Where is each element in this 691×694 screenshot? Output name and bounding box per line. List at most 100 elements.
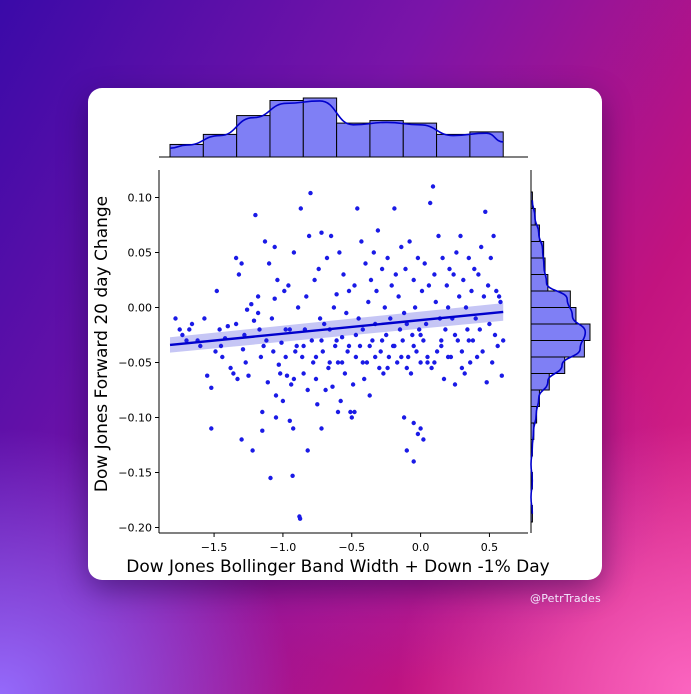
scatter-point bbox=[251, 318, 257, 323]
scatter-point bbox=[349, 415, 354, 420]
scatter-point bbox=[228, 365, 233, 371]
scatter-point bbox=[279, 340, 284, 345]
scatter-point bbox=[440, 255, 445, 261]
scatter-point bbox=[441, 376, 447, 382]
x-tick-label: −1.5 bbox=[201, 541, 228, 554]
y-tick-label: −0.15 bbox=[118, 467, 152, 480]
scatter-point bbox=[323, 387, 328, 393]
scatter-point bbox=[386, 354, 392, 360]
scatter-point bbox=[180, 332, 185, 338]
scatter-point bbox=[411, 277, 416, 283]
scatter-point bbox=[335, 360, 341, 365]
scatter-point bbox=[457, 294, 462, 299]
top-histogram-bar bbox=[269, 100, 304, 158]
scatter-point bbox=[339, 360, 345, 365]
scatter-point bbox=[385, 365, 390, 371]
scatter-point bbox=[309, 338, 314, 343]
scatter-point bbox=[399, 244, 404, 250]
scatter-point bbox=[283, 327, 288, 332]
scatter-point bbox=[462, 371, 467, 376]
top-histogram-bar bbox=[169, 143, 204, 158]
scatter-point bbox=[470, 338, 476, 343]
scatter-point bbox=[363, 261, 368, 266]
scatter-point bbox=[308, 190, 313, 196]
scatter-point bbox=[344, 310, 349, 316]
scatter-point bbox=[385, 255, 390, 261]
scatter-point bbox=[434, 349, 440, 354]
scatter-point bbox=[276, 362, 281, 367]
scatter-point bbox=[495, 343, 500, 349]
scatter-point bbox=[225, 324, 230, 329]
scatter-point bbox=[262, 239, 268, 244]
scatter-point bbox=[261, 343, 266, 349]
scatter-point bbox=[414, 349, 419, 354]
scatter-point bbox=[357, 343, 363, 349]
scatter-point bbox=[452, 332, 458, 338]
scatter-point bbox=[189, 321, 195, 327]
scatter-point bbox=[418, 332, 423, 338]
scatter-point bbox=[239, 261, 244, 266]
scatter-point bbox=[346, 288, 352, 294]
scatter-point bbox=[474, 354, 480, 360]
scatter-point bbox=[378, 349, 383, 354]
scatter-point bbox=[393, 272, 398, 277]
scatter-point bbox=[364, 360, 370, 365]
scatter-point bbox=[273, 393, 279, 398]
top-histogram-bar bbox=[436, 133, 471, 158]
scatter-point bbox=[410, 332, 415, 338]
scatter-point bbox=[350, 382, 356, 387]
scatter-point bbox=[324, 255, 330, 261]
scatter-plot-area: −1.5 −1.0 −0.5 0.0 0.5 −0.20 −0.15 −0.10 −0.05 0.… bbox=[118, 170, 528, 554]
scatter-point bbox=[498, 299, 503, 305]
scatter-point bbox=[218, 343, 224, 349]
scatter-point bbox=[370, 338, 375, 343]
scatter-point bbox=[298, 206, 303, 211]
scatter-points bbox=[173, 184, 506, 521]
scatter-point bbox=[397, 327, 403, 332]
jointplot-chart: −1.5 −1.0 −0.5 0.0 0.5 −0.20 −0.15 −0.10 −0.05 0.… bbox=[92, 97, 591, 577]
scatter-point bbox=[233, 255, 239, 261]
scatter-point bbox=[488, 255, 493, 261]
scatter-point bbox=[458, 233, 463, 239]
scatter-point bbox=[244, 307, 250, 312]
scatter-point bbox=[374, 288, 379, 294]
scatter-point bbox=[353, 332, 359, 338]
scatter-point bbox=[479, 244, 484, 250]
scatter-point bbox=[360, 360, 365, 365]
scatter-point bbox=[411, 420, 416, 426]
scatter-point bbox=[326, 365, 331, 371]
scatter-point bbox=[433, 299, 438, 305]
scatter-point bbox=[496, 294, 502, 299]
scatter-point bbox=[481, 294, 487, 299]
scatter-point bbox=[426, 283, 432, 288]
scatter-point bbox=[177, 327, 182, 332]
scatter-point bbox=[439, 338, 444, 343]
scatter-point bbox=[320, 349, 325, 354]
scatter-point bbox=[469, 288, 474, 294]
scatter-point bbox=[395, 360, 400, 365]
y-tick-label: −0.20 bbox=[118, 522, 152, 535]
scatter-point bbox=[473, 316, 478, 321]
scatter-point bbox=[250, 448, 255, 453]
scatter-point bbox=[421, 437, 426, 442]
scatter-point bbox=[311, 360, 316, 365]
scatter-point bbox=[249, 302, 254, 307]
y-tick-label: 0.05 bbox=[128, 247, 153, 260]
scatter-point bbox=[209, 426, 214, 431]
y-tick-label: 0.10 bbox=[128, 192, 153, 205]
scatter-point bbox=[404, 365, 409, 371]
scatter-point bbox=[260, 428, 265, 433]
regression-line bbox=[169, 310, 504, 347]
scatter-point bbox=[205, 373, 210, 378]
scatter-point bbox=[400, 338, 405, 343]
scatter-point bbox=[346, 343, 352, 349]
scatter-point bbox=[231, 371, 236, 376]
scatter-point bbox=[419, 288, 425, 294]
scatter-point bbox=[487, 321, 492, 327]
scatter-point bbox=[485, 283, 491, 288]
scatter-point bbox=[272, 296, 277, 301]
scatter-point bbox=[377, 365, 382, 371]
y-tick-label: 0.00 bbox=[128, 302, 153, 315]
scatter-point bbox=[379, 266, 385, 272]
scatter-point bbox=[491, 233, 496, 239]
